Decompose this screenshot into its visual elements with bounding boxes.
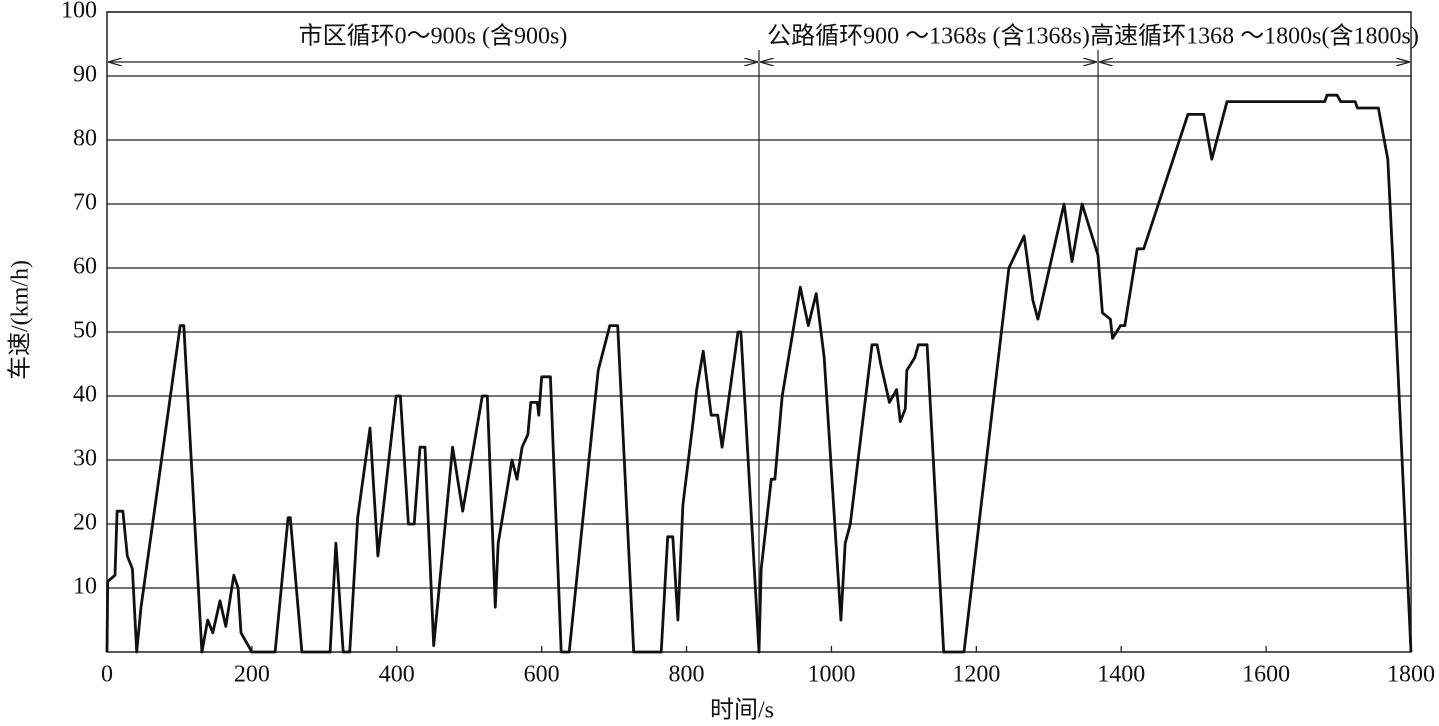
- x-tick-label: 1600: [1242, 662, 1290, 688]
- x-tick-label: 400: [379, 662, 415, 688]
- x-tick-label: 1000: [807, 662, 855, 688]
- y-tick-label: 100: [61, 0, 97, 24]
- x-tick-label: 0: [101, 662, 113, 688]
- segment-label: 公路循环900 ～1368s (含1368s): [767, 23, 1090, 50]
- y-tick-label: 90: [73, 62, 97, 88]
- y-tick-label: 10: [73, 574, 97, 600]
- y-tick-label: 30: [73, 446, 97, 472]
- x-axis-label: 时间/s: [710, 697, 774, 724]
- x-tick-label: 1400: [1097, 662, 1145, 688]
- x-tick-label: 600: [524, 662, 560, 688]
- x-tick-label: 800: [669, 662, 705, 688]
- y-tick-label: 50: [73, 318, 97, 344]
- segment-label: 市区循环0～900s (含900s): [299, 23, 568, 50]
- x-tick-label: 200: [234, 662, 270, 688]
- y-tick-label: 20: [73, 510, 97, 536]
- y-tick-label: 60: [73, 254, 97, 280]
- x-tick-label: 1800: [1387, 662, 1435, 688]
- x-tick-label: 1200: [952, 662, 1000, 688]
- y-tick-label: 40: [73, 382, 97, 408]
- y-tick-label: 70: [73, 190, 97, 216]
- speed-line: [105, 93, 1413, 654]
- segment-label: 高速循环1368 ～1800s(含1800s): [1090, 23, 1419, 50]
- y-axis-label: 车速/(km/h): [7, 260, 34, 380]
- y-tick-label: 80: [73, 126, 97, 152]
